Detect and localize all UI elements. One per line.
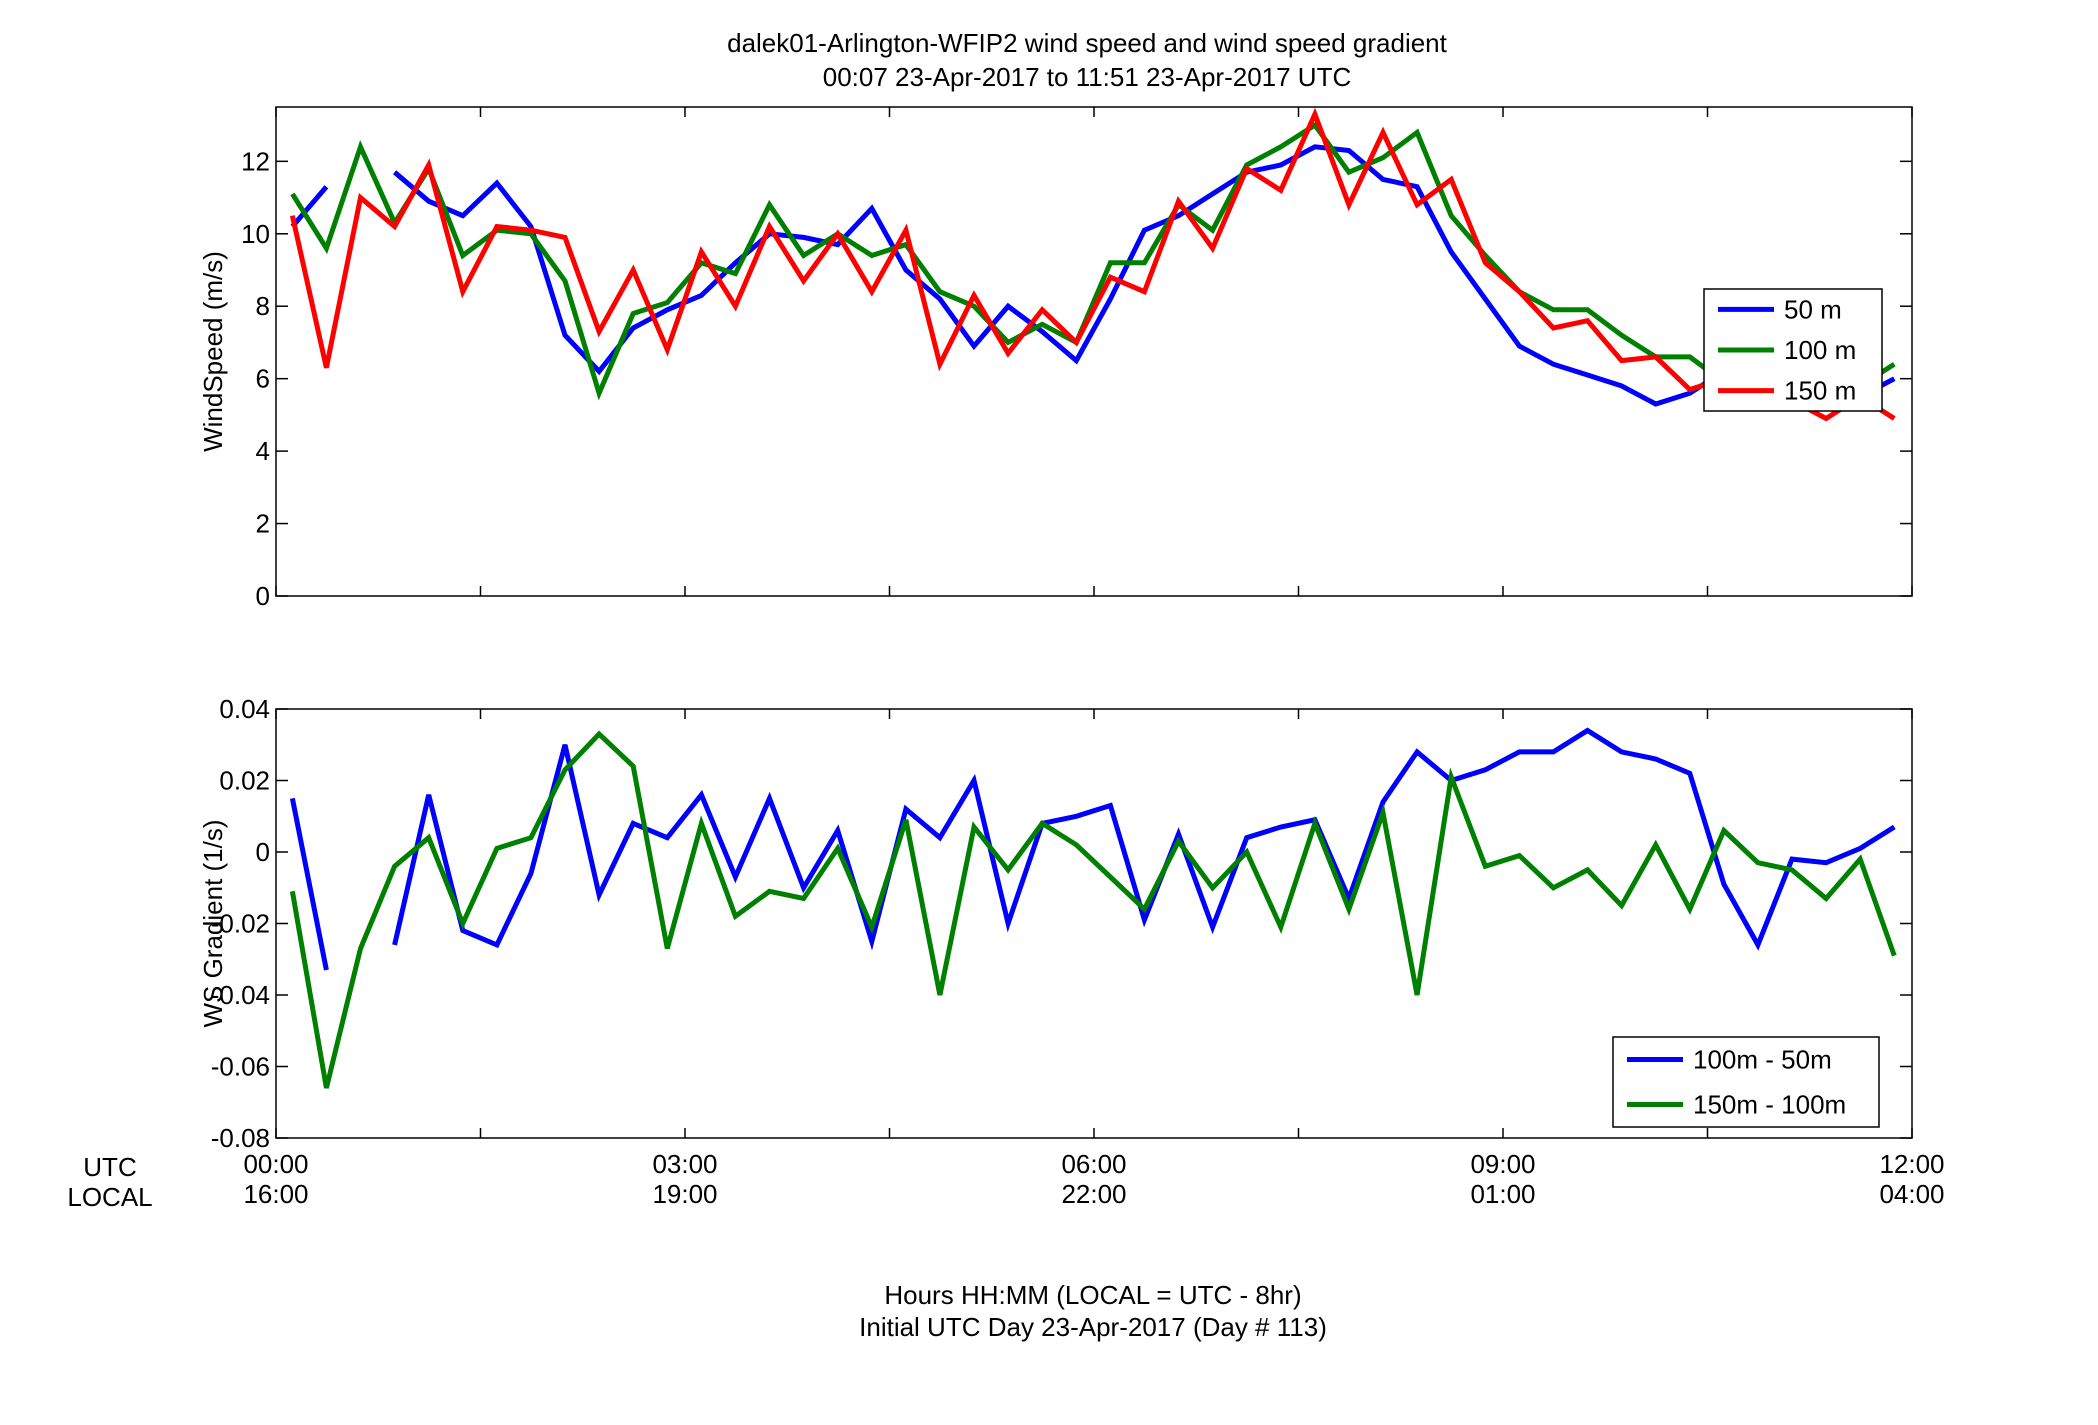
utc-tick-label: 09:00 xyxy=(1470,1149,1535,1179)
local-row-label: LOCAL xyxy=(67,1182,152,1212)
local-tick-label: 19:00 xyxy=(652,1179,717,1209)
local-tick-label: 01:00 xyxy=(1470,1179,1535,1209)
y-tick-label: 10 xyxy=(241,219,270,249)
y-tick-label: -0.08 xyxy=(211,1123,270,1153)
windspeed-plot: 0 2 4 6 8 10 12 WindSpeed (m/s) 50 m 100 m 150 m xyxy=(198,106,1913,611)
legend-label: 50 m xyxy=(1784,294,1842,324)
time-axis-labels: 00:00 03:00 06:00 09:00 12:00 16:00 19:00 22:00… xyxy=(243,1149,1944,1209)
y-tick-label: 0 xyxy=(256,837,270,867)
series-line xyxy=(289,730,1897,1089)
y-tick-label: 6 xyxy=(256,364,270,394)
legend-label: 100m - 50m xyxy=(1693,1045,1832,1075)
series-line xyxy=(289,107,1896,422)
y-axis-label: WindSpeed (m/s) xyxy=(198,251,228,452)
y-tick-label: -0.06 xyxy=(211,1052,270,1082)
utc-tick-label: 00:00 xyxy=(243,1149,308,1179)
utc-tick-label: 12:00 xyxy=(1879,1149,1944,1179)
title-line-1: dalek01-Arlington-WFIP2 wind speed and w… xyxy=(727,28,1448,58)
utc-row-label: UTC xyxy=(83,1152,136,1182)
title-line-2: 00:07 23-Apr-2017 to 11:51 23-Apr-2017 U… xyxy=(823,62,1352,92)
y-tick-label: 0.02 xyxy=(219,766,270,796)
footer-line-1: Hours HH:MM (LOCAL = UTC - 8hr) xyxy=(884,1280,1301,1310)
y-tick-label: 0 xyxy=(256,581,270,611)
local-tick-label: 16:00 xyxy=(243,1179,308,1209)
y-tick-label: -0.02 xyxy=(211,909,270,939)
y-tick-label: 8 xyxy=(256,291,270,321)
y-tick-label: 4 xyxy=(256,436,270,466)
y-tick-label: 12 xyxy=(241,146,270,176)
utc-tick-label: 03:00 xyxy=(652,1149,717,1179)
y-tick-label: 2 xyxy=(256,509,270,539)
legend: 50 m 100 m 150 m xyxy=(1703,288,1883,412)
utc-tick-label: 06:00 xyxy=(1061,1149,1126,1179)
plot-frame xyxy=(275,106,1913,597)
legend: 100m - 50m 150m - 100m xyxy=(1612,1036,1880,1128)
legend-label: 100 m xyxy=(1784,335,1856,365)
series-line xyxy=(290,144,1896,407)
y-tick-label: -0.04 xyxy=(211,980,270,1010)
y-axis-label: WS Gradient (1/s) xyxy=(198,819,228,1027)
legend-box xyxy=(1612,1036,1880,1128)
local-tick-label: 04:00 xyxy=(1879,1179,1944,1209)
legend-label: 150m - 100m xyxy=(1693,1090,1846,1120)
y-tick-label: 0.04 xyxy=(219,694,270,724)
gradient-plot: -0.08 -0.06 -0.04 -0.02 0 0.02 0.04 WS Gradient… xyxy=(198,694,1913,1153)
footer-line-2: Initial UTC Day 23-Apr-2017 (Day # 113) xyxy=(859,1312,1327,1342)
local-tick-label: 22:00 xyxy=(1061,1179,1126,1209)
legend-label: 150 m xyxy=(1784,376,1856,406)
series-line xyxy=(290,121,1896,404)
